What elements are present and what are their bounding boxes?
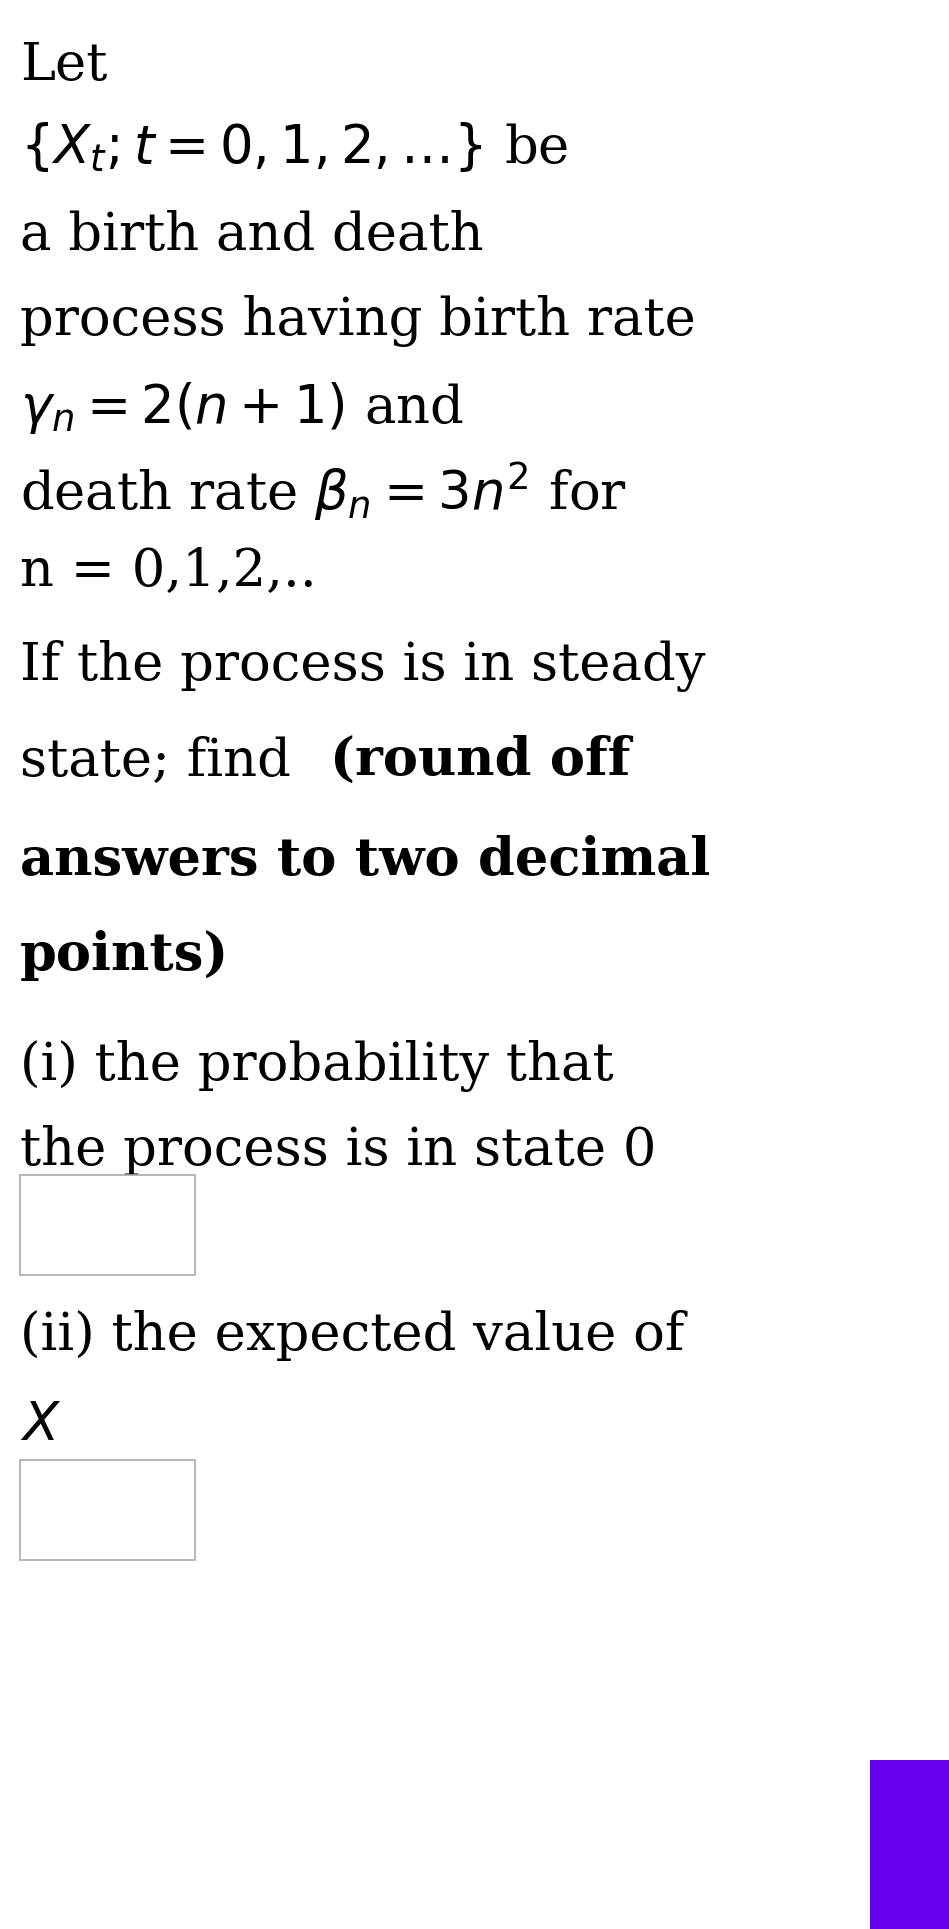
Text: answers to two decimal: answers to two decimal	[20, 835, 711, 885]
Bar	[870, 1759, 949, 1929]
Text: the process is in state 0: the process is in state 0	[20, 1125, 657, 1177]
Text: n = 0,1,2,..: n = 0,1,2,..	[20, 546, 317, 596]
Text: a birth and death: a birth and death	[20, 210, 484, 260]
Bar	[20, 1460, 195, 1561]
Text: $\gamma_n = 2(n+1)$ and: $\gamma_n = 2(n+1)$ and	[20, 380, 464, 436]
Text: process having birth rate: process having birth rate	[20, 295, 696, 347]
Text: If the process is in steady: If the process is in steady	[20, 640, 705, 693]
Text: (ii) the expected value of: (ii) the expected value of	[20, 1310, 684, 1362]
Text: (round off: (round off	[330, 735, 630, 785]
Text: points): points)	[20, 930, 230, 982]
Text: Let: Let	[20, 41, 107, 91]
Bar	[20, 1175, 195, 1275]
Text: $X$: $X$	[20, 1400, 62, 1451]
Text: $\{X_t;t=0,1,2,\ldots\}$ be: $\{X_t;t=0,1,2,\ldots\}$ be	[20, 120, 568, 174]
Text: death rate $\beta_n = 3n^2$ for: death rate $\beta_n = 3n^2$ for	[20, 459, 627, 523]
Text: (i) the probability that: (i) the probability that	[20, 1040, 614, 1092]
Text: state; find: state; find	[20, 735, 307, 785]
